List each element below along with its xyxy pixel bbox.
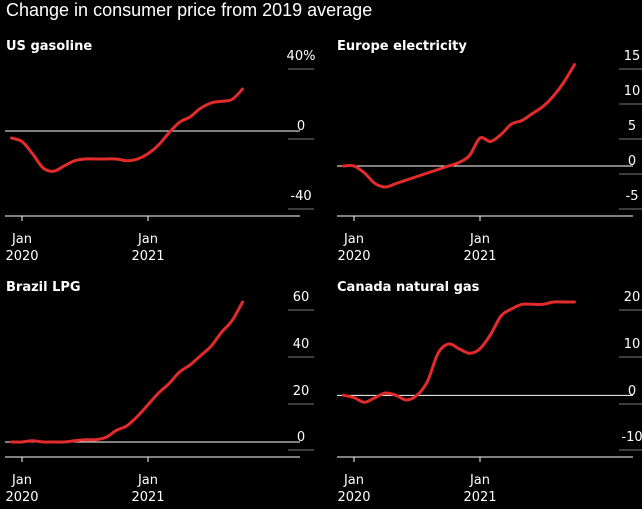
series-line [10, 300, 244, 444]
y-tick-label: 20 [624, 290, 641, 305]
y-tick-label: 5 [628, 119, 636, 134]
x-tick-label: 2020 [5, 249, 38, 264]
chart-panel: US gasoline 40% 0 -40 Jan 2020 Jan 2021 [5, 39, 315, 264]
series-line [342, 300, 576, 404]
y-tick-label: 15 [624, 49, 641, 64]
x-tick-label: Jan [343, 473, 364, 488]
chart-panel: Brazil LPG 60 40 20 0 Jan 2020 Jan 2021 [5, 280, 314, 505]
y-tick-label: 0 [628, 384, 636, 399]
x-tick-label: Jan [469, 232, 490, 247]
y-tick-label: 10 [624, 337, 641, 352]
y-tick-label: 40% [287, 49, 316, 64]
series-line [342, 63, 576, 189]
series-line [10, 87, 244, 173]
x-tick-label: Jan [11, 473, 32, 488]
y-tick-label: 0 [297, 119, 305, 134]
x-tick-label: Jan [343, 232, 364, 247]
y-tick-label: 40 [293, 337, 310, 352]
y-tick-label: -5 [626, 189, 639, 204]
x-tick-label: 2021 [131, 249, 164, 264]
x-tick-label: Jan [11, 232, 32, 247]
x-tick-label: Jan [137, 232, 158, 247]
y-tick-label: 60 [293, 290, 310, 305]
chart-title: US gasoline [6, 39, 92, 54]
chart-panel: Canada natural gas 20 10 0 -10 Jan 2020 Jan 2021 [337, 280, 642, 505]
y-tick-label: -10 [621, 430, 642, 445]
x-tick-label: 2021 [463, 490, 496, 505]
x-tick-label: 2020 [337, 490, 370, 505]
x-tick-label: 2021 [463, 249, 496, 264]
y-tick-label: 10 [624, 84, 641, 99]
x-tick-label: 2021 [131, 490, 164, 505]
y-tick-label: -40 [290, 189, 311, 204]
chart-title: Canada natural gas [337, 280, 480, 295]
y-tick-label: 20 [293, 384, 310, 399]
x-tick-label: Jan [469, 473, 490, 488]
y-tick-label: 0 [628, 154, 636, 169]
x-tick-label: 2020 [337, 249, 370, 264]
chart-title: Europe electricity [337, 39, 467, 54]
x-tick-label: 2020 [5, 490, 38, 505]
chart-panel: Europe electricity 15 10 5 0 -5 Jan 2020 Jan 2021 [337, 39, 642, 264]
x-tick-label: Jan [137, 473, 158, 488]
chart-title: Brazil LPG [6, 280, 81, 295]
page-title: Change in consumer price from 2019 avera… [6, 0, 373, 20]
y-tick-label: 0 [297, 430, 305, 445]
